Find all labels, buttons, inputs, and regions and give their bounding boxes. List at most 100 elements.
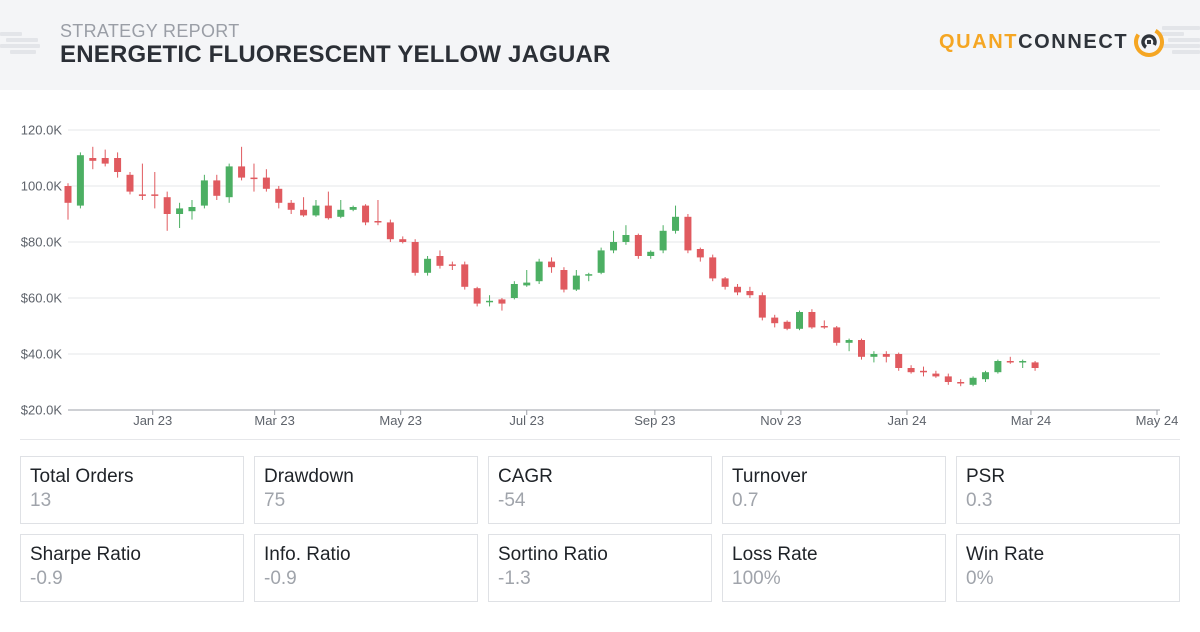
x-tick-label: May 24 [1136,413,1179,428]
candle [1019,359,1027,368]
report-header: STRATEGY REPORT ENERGETIC FLUORESCENT YE… [0,0,1200,90]
candle [349,205,357,212]
chart-grid [68,129,1160,355]
candle [535,258,543,284]
candle-body [820,326,828,328]
stat-label: Drawdown [264,466,354,487]
x-tick-label: Jul 23 [509,413,544,428]
stat-label: Loss Rate [732,544,818,565]
candle-body [498,299,506,304]
candle-body [349,207,357,210]
candle [101,149,109,167]
candle-body [114,158,122,172]
candle-body [337,209,345,217]
candle [1006,356,1014,364]
candle [523,270,531,287]
y-tick-label: $60.0K [21,291,63,306]
candle [163,191,171,231]
candle [337,200,345,219]
candle-body [424,258,432,273]
x-tick-label: Jan 24 [887,413,926,428]
candle [126,172,134,195]
candle [411,239,419,276]
candle [734,284,742,296]
candle [585,272,593,282]
candle-body [436,256,444,266]
candle [510,281,518,300]
candle [771,314,779,328]
candle [647,250,655,259]
candle-body [200,180,208,206]
stat-card: Win Rate 0% [956,534,1180,602]
report-type-label: STRATEGY REPORT [60,21,240,41]
candle-body [560,270,568,290]
candle-body [994,361,1002,373]
stat-value: 0% [966,568,994,589]
candle [287,200,295,214]
y-tick-label: $20.0K [21,403,63,418]
quantconnect-logo[interactable]: QUANT CONNECT [939,24,1166,60]
logo-text-connect: CONNECT [1018,30,1129,53]
stat-card: Turnover 0.7 [722,456,946,524]
candle-body [188,207,196,212]
x-tick-label: Nov 23 [760,413,801,428]
candle-body [969,377,977,385]
stat-value: 13 [30,490,52,511]
candle-body [138,194,146,196]
candle-body [572,275,580,290]
candle-body [796,312,804,329]
candle-body [262,177,270,189]
candle [324,191,332,220]
candle [758,292,766,321]
y-tick-label: 100.0K [21,179,63,194]
candle-body [709,257,717,279]
stat-label: Info. Ratio [264,544,351,565]
candle-body [833,327,841,343]
candle-body [76,155,84,206]
candle-body [1019,361,1027,363]
candle [672,205,680,234]
candle-body [597,250,605,273]
candle [89,146,97,170]
candle-body [89,158,97,161]
candle [845,338,853,352]
candle [746,286,754,298]
candle-body [300,209,308,216]
stat-label: Total Orders [30,466,134,487]
candle-body [659,230,667,251]
candle [981,370,989,382]
candle [919,366,927,377]
stat-value: -54 [498,490,526,511]
candle [610,230,618,254]
candle [548,257,556,273]
y-tick-label: 120.0K [21,123,63,138]
stat-label: PSR [966,466,1006,487]
candle-body [870,354,878,357]
candle-body [213,180,221,196]
candle [176,202,184,228]
candle-body [126,174,134,192]
candle-body [64,186,72,203]
candle [138,163,146,200]
candle-body [486,300,494,303]
candle-body [957,382,965,384]
candle-body [721,278,729,287]
candle [1031,361,1039,371]
candle [498,298,506,311]
candle-body [275,188,283,203]
candle [213,174,221,200]
candle-body [1006,361,1014,363]
candle [833,326,841,346]
candle-body [151,194,159,196]
candle-body [672,216,680,231]
chart-axes: 120.0K 100.0K $80.0K $60.0K $40.0K $20.0K Jan … [21,123,1179,429]
candle [907,365,915,374]
candle [362,204,370,226]
stat-card: CAGR -54 [488,456,712,524]
stat-card: PSR 0.3 [956,456,1180,524]
stat-card: Loss Rate 100% [722,534,946,602]
candle-body [634,235,642,256]
stat-label: CAGR [498,466,553,487]
candle-body [771,317,779,324]
candle-body [907,368,915,373]
